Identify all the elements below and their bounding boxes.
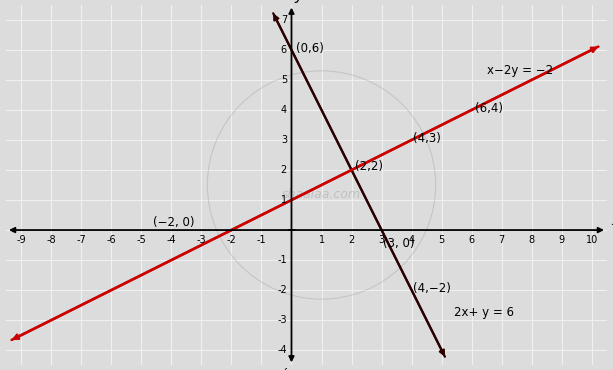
Text: -6: -6 bbox=[107, 235, 116, 245]
Text: -5: -5 bbox=[137, 235, 146, 245]
Text: -4: -4 bbox=[167, 235, 176, 245]
Text: 5: 5 bbox=[438, 235, 445, 245]
Text: 8: 8 bbox=[529, 235, 535, 245]
Text: y: y bbox=[294, 0, 303, 3]
Text: 4: 4 bbox=[409, 235, 414, 245]
Text: y′: y′ bbox=[277, 367, 288, 370]
Text: 1: 1 bbox=[281, 195, 287, 205]
Text: -7: -7 bbox=[77, 235, 86, 245]
Text: (4,3): (4,3) bbox=[413, 132, 441, 145]
Text: -3: -3 bbox=[277, 315, 287, 325]
Text: x−2y = −2: x−2y = −2 bbox=[487, 64, 553, 77]
Text: (0,6): (0,6) bbox=[296, 42, 324, 55]
Text: -3: -3 bbox=[197, 235, 206, 245]
Text: shaalaa.com: shaalaa.com bbox=[282, 188, 361, 201]
Text: (6,4): (6,4) bbox=[474, 102, 503, 115]
Text: 1: 1 bbox=[319, 235, 324, 245]
Text: 7: 7 bbox=[281, 15, 287, 25]
Text: 7: 7 bbox=[498, 235, 505, 245]
Text: 5: 5 bbox=[281, 75, 287, 85]
Text: (3, 0): (3, 0) bbox=[383, 237, 414, 250]
Text: (−2, 0): (−2, 0) bbox=[153, 216, 195, 229]
Text: 6: 6 bbox=[469, 235, 474, 245]
Text: -9: -9 bbox=[17, 235, 26, 245]
Text: -8: -8 bbox=[47, 235, 56, 245]
Text: 3: 3 bbox=[281, 135, 287, 145]
Text: -2: -2 bbox=[227, 235, 236, 245]
Text: -1: -1 bbox=[257, 235, 266, 245]
Text: 6: 6 bbox=[281, 45, 287, 55]
Text: (4,−2): (4,−2) bbox=[413, 282, 451, 295]
Text: -2: -2 bbox=[277, 285, 287, 295]
Text: (2,2): (2,2) bbox=[354, 161, 383, 174]
Text: -1: -1 bbox=[277, 255, 287, 265]
Text: x: x bbox=[611, 214, 613, 228]
Text: 9: 9 bbox=[559, 235, 565, 245]
Text: 4: 4 bbox=[281, 105, 287, 115]
Text: 10: 10 bbox=[586, 235, 598, 245]
Text: 3: 3 bbox=[379, 235, 384, 245]
Text: -4: -4 bbox=[277, 345, 287, 355]
Text: 2: 2 bbox=[281, 165, 287, 175]
Text: 2: 2 bbox=[348, 235, 355, 245]
Text: 2x+ y = 6: 2x+ y = 6 bbox=[454, 306, 514, 319]
